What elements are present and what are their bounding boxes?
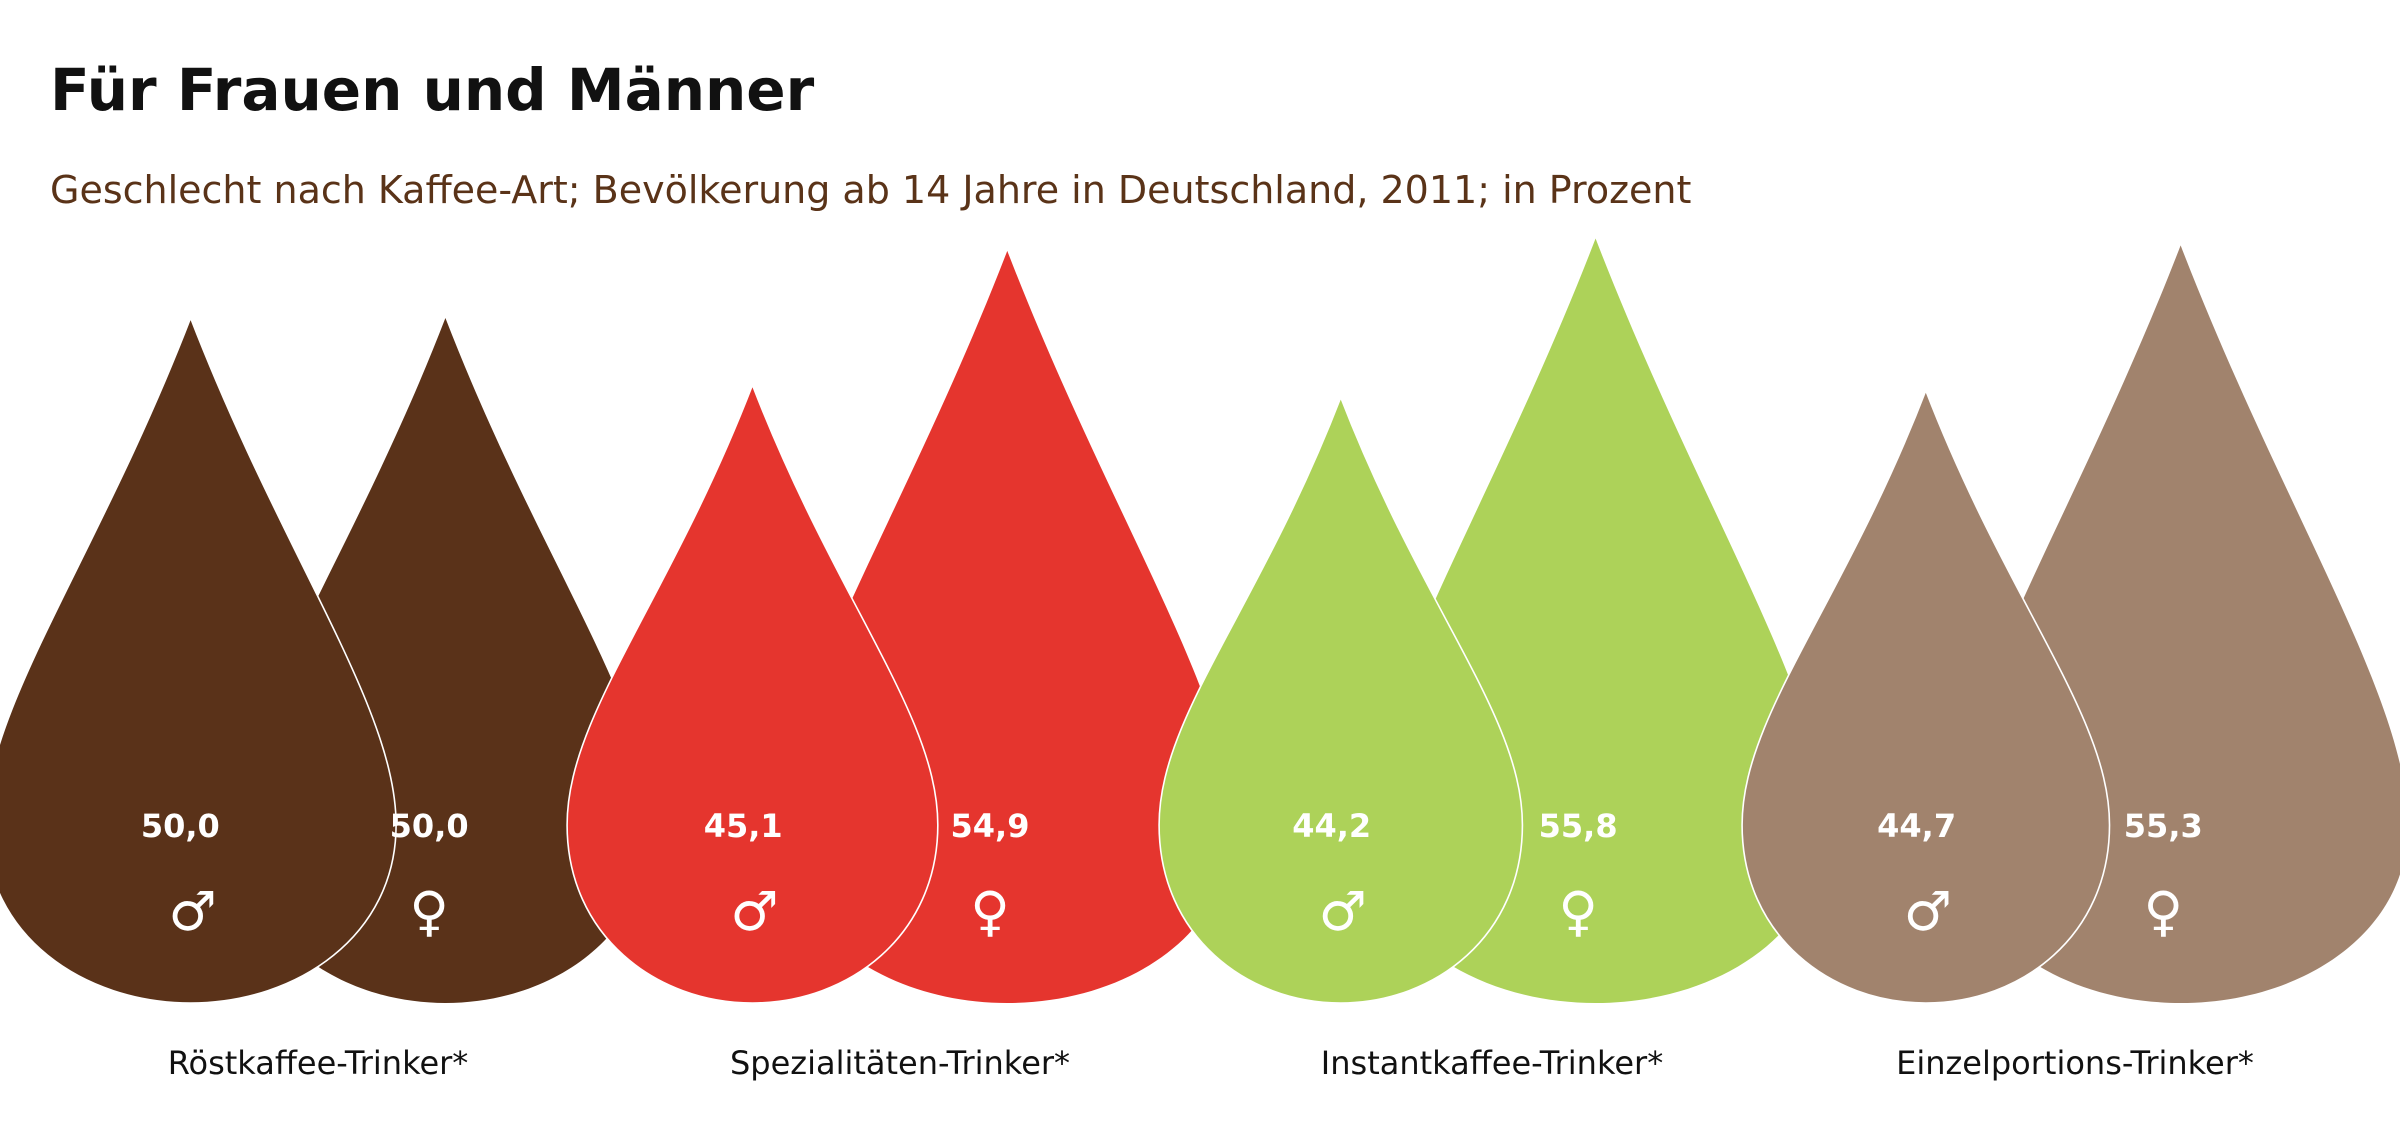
value-label-male-3: 44,2 [1292,807,1371,845]
drop-group-2: 45,1 54,9 ♂ ♀ Spezialitäten-Trinker* [566,250,1233,1082]
drop-group-1: 50,0 50,0 ♂ ♀ Röstkaffee-Trinker* [0,315,651,1082]
chart-subtitle: Geschlecht nach Kaffee-Art; Bevölkerung … [50,168,1691,212]
drop-male-1 [0,315,397,1004]
male-symbol-icon-4: ♂ [1904,880,1952,943]
category-label-1: Röstkaffee-Trinker* [168,1044,469,1082]
drop-male-3 [1158,395,1524,1004]
female-symbol-icon-1: ♀ [409,880,449,943]
category-label-3: Instantkaffee-Trinker* [1321,1044,1663,1082]
value-label-female-4: 55,3 [2124,807,2203,845]
category-label-2: Spezialitäten-Trinker* [730,1044,1070,1082]
chart-title: Für Frauen und Männer [50,56,815,124]
value-label-female-3: 55,8 [1539,807,1618,845]
drops-layer: 50,0 50,0 ♂ ♀ Röstkaffee-Trinker* 45,1 54,9 ♂ ♀ S… [0,238,2400,1082]
value-label-female-2: 54,9 [951,807,1030,845]
value-label-male-2: 45,1 [704,807,783,845]
value-label-female-1: 50,0 [390,807,469,845]
drop-group-3: 44,2 55,8 ♂ ♀ Instantkaffee-Trinker* [1158,238,1825,1082]
drop-male-2 [566,382,939,1004]
value-label-male-4: 44,7 [1877,807,1956,845]
female-symbol-icon-3: ♀ [1558,880,1598,943]
category-label-4: Einzelportions-Trinker* [1896,1044,2254,1082]
female-symbol-icon-4: ♀ [2143,880,2183,943]
drop-group-4: 44,7 55,3 ♂ ♀ Einzelportions-Trinker* [1741,245,2400,1082]
female-symbol-icon-2: ♀ [970,880,1010,943]
male-symbol-icon-1: ♂ [168,880,216,943]
male-symbol-icon-2: ♂ [730,880,778,943]
drop-male-4 [1741,388,2111,1004]
male-symbol-icon-3: ♂ [1319,880,1367,943]
value-label-male-1: 50,0 [141,807,220,845]
